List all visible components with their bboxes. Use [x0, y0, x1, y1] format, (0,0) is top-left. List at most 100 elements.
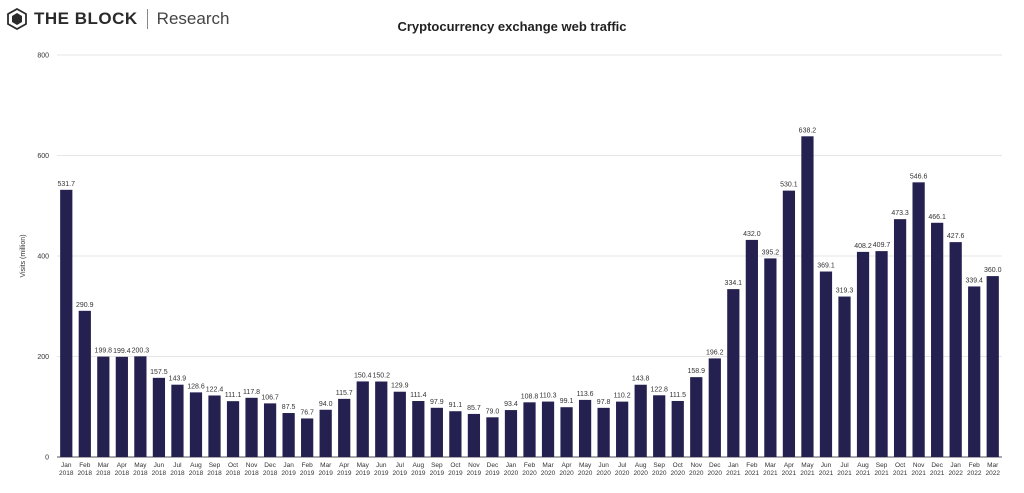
bar [97, 356, 110, 457]
brand-divider [146, 9, 148, 29]
y-tick-label: 200 [37, 354, 49, 361]
x-tick-label: Jan [506, 462, 517, 469]
x-tick-label: Jun [154, 462, 165, 469]
x-tick-label: 2021 [726, 470, 741, 477]
bar [541, 401, 555, 457]
x-tick-label: May [801, 462, 814, 469]
bar [338, 398, 351, 457]
x-tick-label: Mar [542, 462, 554, 469]
x-tick-label: 2020 [596, 470, 611, 477]
data-label: 87.5 [282, 404, 296, 411]
x-tick-label: 2020 [689, 470, 704, 477]
bar [449, 411, 462, 457]
bar [782, 190, 796, 457]
bar [189, 392, 203, 457]
x-tick-label: 2019 [411, 470, 426, 477]
bar [653, 395, 666, 457]
x-tick-label: Jul [173, 462, 182, 469]
data-label: 157.5 [150, 369, 168, 376]
data-label: 334.1 [725, 280, 743, 287]
x-tick-label: Aug [635, 462, 647, 469]
x-tick-label: 2021 [856, 470, 871, 477]
bar [78, 310, 91, 457]
x-tick-label: 2021 [930, 470, 945, 477]
data-label: 196.2 [706, 349, 724, 356]
x-tick-label: 2021 [800, 470, 815, 477]
bar [764, 258, 777, 457]
x-tick-label: 2020 [522, 470, 537, 477]
data-label: 409.7 [873, 242, 891, 249]
y-axis-label: Visits (million) [20, 234, 27, 277]
x-tick-label: Apr [561, 462, 572, 469]
data-label: 150.2 [372, 373, 390, 380]
x-tick-label: 2018 [59, 470, 74, 477]
x-tick-label: 2018 [263, 470, 278, 477]
block-cube-icon [7, 8, 27, 30]
data-label: 531.7 [57, 181, 75, 188]
x-tick-label: 2018 [226, 470, 241, 477]
data-label: 199.8 [95, 348, 113, 355]
data-label: 473.3 [891, 210, 909, 217]
x-tick-label: Oct [450, 462, 460, 469]
bar [504, 410, 518, 457]
x-tick-label: 2018 [244, 470, 259, 477]
x-tick-label: Sep [209, 462, 221, 469]
data-label: 158.9 [687, 368, 705, 375]
x-tick-label: Apr [339, 462, 350, 469]
x-tick-label: Nov [246, 462, 258, 469]
data-label: 150.4 [354, 372, 372, 379]
x-tick-label: 2019 [356, 470, 371, 477]
data-label: 122.8 [650, 386, 668, 393]
bar [226, 401, 240, 457]
data-label: 360.0 [984, 267, 1002, 274]
x-tick-label: Oct [673, 462, 683, 469]
x-tick-label: Dec [709, 462, 721, 469]
x-tick-label: Jan [728, 462, 739, 469]
x-tick-label: 2021 [763, 470, 778, 477]
data-label: 319.3 [836, 288, 854, 295]
bar [727, 289, 740, 457]
data-label: 117.8 [243, 389, 260, 396]
x-tick-label: 2018 [189, 470, 204, 477]
bar [690, 377, 703, 457]
x-tick-label: 2020 [578, 470, 593, 477]
brand-name: THE BLOCK [34, 9, 138, 28]
data-label: 432.0 [743, 231, 761, 238]
data-label: 128.6 [187, 383, 205, 390]
bar [801, 136, 814, 457]
y-tick-label: 600 [37, 153, 49, 160]
y-tick-label: 400 [37, 254, 49, 261]
x-tick-label: 2021 [837, 470, 852, 477]
x-tick-label: 2020 [708, 470, 723, 477]
x-tick-label: Mar [98, 462, 110, 469]
bar [245, 397, 258, 457]
x-tick-label: Jun [376, 462, 387, 469]
bar [523, 402, 536, 457]
bar [560, 407, 573, 457]
x-tick-label: 2018 [115, 470, 130, 477]
x-tick-label: 2018 [170, 470, 185, 477]
x-tick-label: Jan [61, 462, 72, 469]
data-label: 99.1 [560, 398, 574, 405]
x-tick-label: 2018 [78, 470, 93, 477]
data-label: 110.2 [614, 393, 631, 400]
data-label: 115.7 [336, 390, 353, 397]
data-label: 129.9 [391, 383, 409, 390]
x-tick-label: Jun [821, 462, 832, 469]
bar [856, 251, 870, 457]
x-tick-label: 2019 [374, 470, 389, 477]
x-tick-label: 2019 [485, 470, 500, 477]
x-tick-label: 2019 [300, 470, 315, 477]
bar [968, 286, 981, 457]
data-label: 143.9 [169, 376, 187, 383]
data-label: 97.8 [597, 399, 611, 406]
data-label: 200.3 [132, 347, 150, 354]
bar [263, 403, 277, 457]
bar [708, 358, 721, 457]
y-tick-label: 0 [45, 455, 49, 462]
x-tick-label: 2020 [671, 470, 686, 477]
data-label: 93.4 [504, 401, 518, 408]
x-tick-label: Nov [468, 462, 480, 469]
x-tick-label: 2021 [745, 470, 760, 477]
